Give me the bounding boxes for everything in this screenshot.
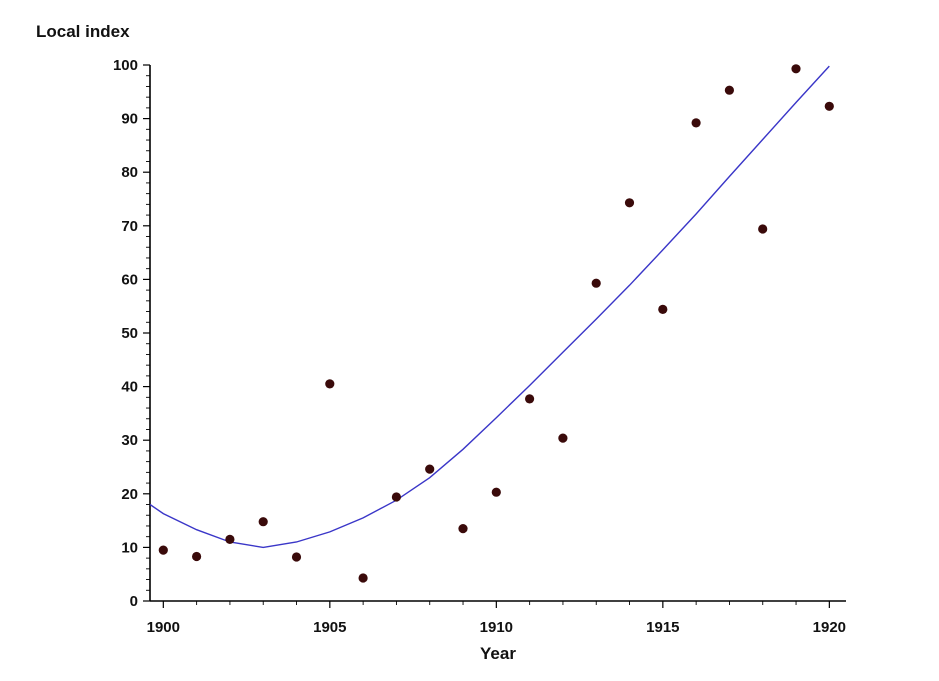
x-tick-label: 1915 xyxy=(646,619,679,636)
data-point xyxy=(724,85,735,95)
fit-line-layer xyxy=(149,65,830,549)
data-point xyxy=(158,545,168,555)
x-tick-label: 1920 xyxy=(813,619,846,636)
y-tick-label: 60 xyxy=(121,271,138,288)
y-tick-label: 90 xyxy=(121,111,138,128)
data-point xyxy=(391,492,401,502)
data-point xyxy=(425,464,435,474)
data-point xyxy=(192,551,202,562)
y-tick-label: 20 xyxy=(121,486,138,503)
x-tick-label: 1910 xyxy=(480,619,513,636)
data-point xyxy=(824,101,834,111)
y-tick-label: 70 xyxy=(121,218,138,235)
data-point xyxy=(591,278,601,288)
data-point xyxy=(691,118,701,128)
data-point xyxy=(658,304,668,314)
y-tick-label: 10 xyxy=(121,539,138,556)
data-point xyxy=(291,552,302,562)
y-axis-title: Local index xyxy=(36,22,130,41)
y-tick-label: 50 xyxy=(121,325,138,342)
data-point xyxy=(624,198,635,208)
data-point xyxy=(225,534,235,545)
y-tick-label: 0 xyxy=(130,593,138,610)
y-tick-label: 30 xyxy=(121,432,138,449)
data-point xyxy=(325,379,335,389)
y-tick-label: 100 xyxy=(113,57,138,74)
data-point xyxy=(491,487,501,497)
data-point xyxy=(358,573,368,583)
axes-group: 0 10 20 30 40 50 60 70 80 90 100 1900 1905 1910 1915 19… xyxy=(113,57,846,636)
data-point xyxy=(458,524,468,534)
x-tick-label: 1905 xyxy=(313,619,346,636)
data-point xyxy=(558,433,568,443)
fit-line xyxy=(149,65,830,549)
x-axis-title: Year xyxy=(480,644,516,663)
data-point xyxy=(758,224,768,234)
y-tick-label: 80 xyxy=(121,164,138,181)
data-point xyxy=(258,517,268,527)
data-point xyxy=(525,394,535,404)
y-tick-label: 40 xyxy=(121,379,138,396)
data-point xyxy=(791,64,801,74)
points-layer xyxy=(158,64,834,583)
x-tick-label: 1900 xyxy=(147,619,180,636)
